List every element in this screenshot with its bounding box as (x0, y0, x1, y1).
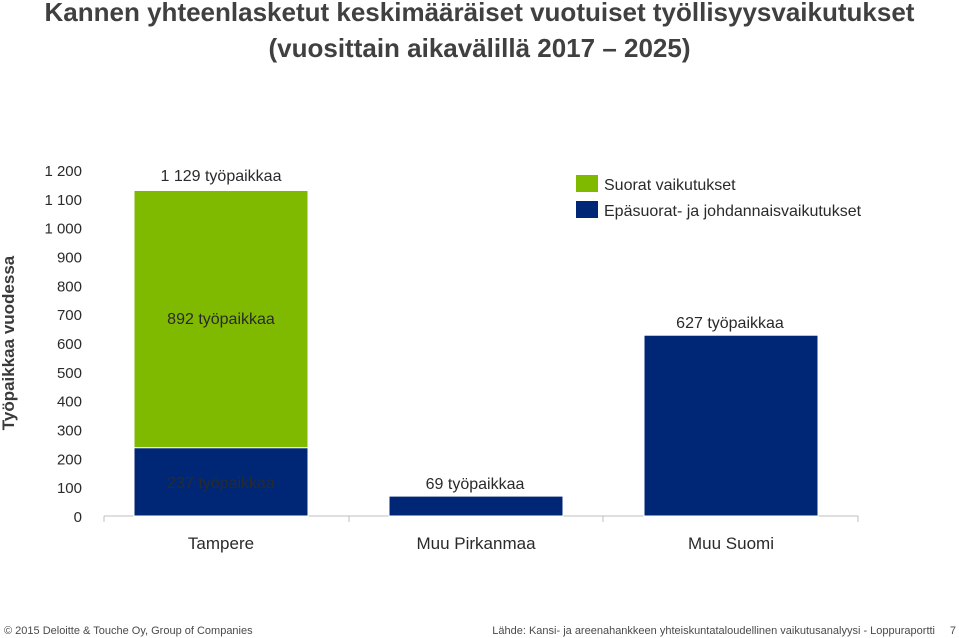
data-label: 69 työpaikkaa (426, 476, 525, 493)
footer-source: Lähde: Kansi- ja areenahankkeen yhteisku… (492, 625, 935, 637)
y-tick-label: 700 (57, 307, 82, 324)
x-category-label: Muu Suomi (688, 534, 774, 553)
y-tick-label: 0 (74, 509, 82, 526)
data-label: 627 työpaikkaa (676, 315, 784, 332)
bar-indirect (643, 334, 819, 517)
page-number: 7 (949, 625, 956, 637)
y-axis-title: Työpaikkaa vuodessa (0, 255, 18, 430)
data-label: 237 työpaikkaa (167, 475, 275, 492)
legend-swatch (576, 175, 598, 192)
y-tick-label: 1 200 (44, 163, 82, 180)
chart-subtitle: (vuosittain aikavälillä 2017 – 2025) (268, 33, 691, 63)
x-category-label: Tampere (188, 534, 254, 553)
y-tick-label: 500 (57, 365, 82, 382)
data-label: 1 129 työpaikkaa (161, 168, 282, 185)
y-tick-label: 1 000 (44, 221, 82, 238)
y-tick-label: 200 (57, 451, 82, 468)
footer-copyright: © 2015 Deloitte & Touche Oy, Group of Co… (4, 625, 253, 637)
legend-swatch (576, 201, 598, 218)
bar-chart: Työpaikkaa vuodessa 0 100 200 300 400 500 600 70… (0, 163, 862, 553)
y-tick-label: 1 100 (44, 192, 82, 209)
y-tick-label: 400 (57, 394, 82, 411)
bar-indirect (388, 495, 564, 517)
bar-direct (133, 189, 309, 449)
x-category-label: Muu Pirkanmaa (416, 534, 536, 553)
data-label: 892 työpaikkaa (167, 311, 275, 328)
y-tick-label: 100 (57, 480, 82, 497)
y-tick-label: 900 (57, 250, 82, 267)
y-tick-label: 300 (57, 423, 82, 440)
y-tick-label: 600 (57, 336, 82, 353)
legend-label: Suorat vaikutukset (604, 177, 736, 194)
legend-label: Epäsuorat- ja johdannaisvaikutukset (604, 203, 862, 220)
chart-title: Kannen yhteenlasketut keskimääräiset vuo… (44, 0, 915, 27)
bar-indirect (133, 447, 309, 517)
y-tick-label: 800 (57, 278, 82, 295)
